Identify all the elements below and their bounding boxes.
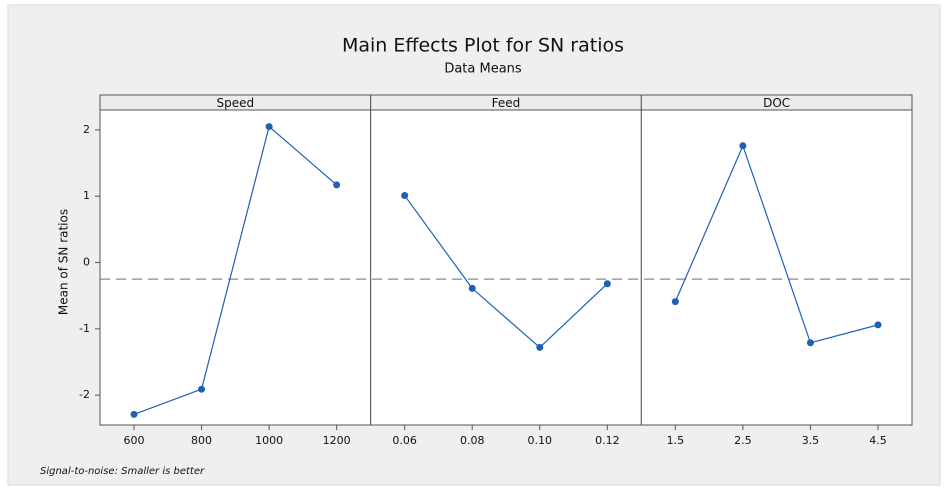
x-tick-label: 800 <box>191 434 212 447</box>
x-tick-label: 0.06 <box>392 434 417 447</box>
y-tick-label: -2 <box>79 388 90 401</box>
data-point <box>468 284 476 292</box>
y-axis-label: Mean of SN ratios <box>57 209 71 315</box>
data-point <box>874 321 882 329</box>
footnote: Signal-to-noise: Smaller is better <box>40 466 205 477</box>
data-point <box>198 385 206 393</box>
chart-subtitle: Data Means <box>444 62 522 77</box>
x-tick-label: 0.10 <box>528 434 553 447</box>
panel-background <box>640 109 913 426</box>
series-line <box>674 144 879 344</box>
panel-header-label: DOC <box>763 96 790 110</box>
data-point <box>333 181 341 189</box>
panel-background <box>99 109 372 426</box>
panel-background <box>370 109 642 426</box>
panel-header-label: Feed <box>492 96 521 110</box>
series-line <box>133 125 338 415</box>
data-point <box>401 192 409 200</box>
data-point <box>806 339 814 347</box>
x-tick-label: 4.5 <box>869 434 887 447</box>
x-tick-label: 0.08 <box>460 434 485 447</box>
data-point <box>739 142 747 150</box>
data-point <box>265 123 273 131</box>
chart-title: Main Effects Plot for SN ratios <box>342 35 624 57</box>
panel-header-label: Speed <box>217 96 255 110</box>
x-tick-label: 1000 <box>255 434 283 447</box>
data-point <box>671 298 679 306</box>
y-tick-label: 1 <box>83 189 90 202</box>
x-tick-label: 1200 <box>323 434 351 447</box>
x-tick-label: 3.5 <box>802 434 820 447</box>
x-tick-label: 0.12 <box>595 434 620 447</box>
x-tick-label: 600 <box>124 434 145 447</box>
x-tick-label: 2.5 <box>734 434 752 447</box>
panel-header <box>640 94 913 111</box>
y-tick-label: -1 <box>79 322 90 335</box>
y-tick-label: 2 <box>83 123 90 136</box>
data-point <box>130 410 138 418</box>
series-line <box>404 195 608 349</box>
y-tick-label: 0 <box>83 256 90 269</box>
data-point <box>603 280 611 288</box>
x-tick-label: 1.5 <box>667 434 685 447</box>
data-point <box>536 343 544 351</box>
